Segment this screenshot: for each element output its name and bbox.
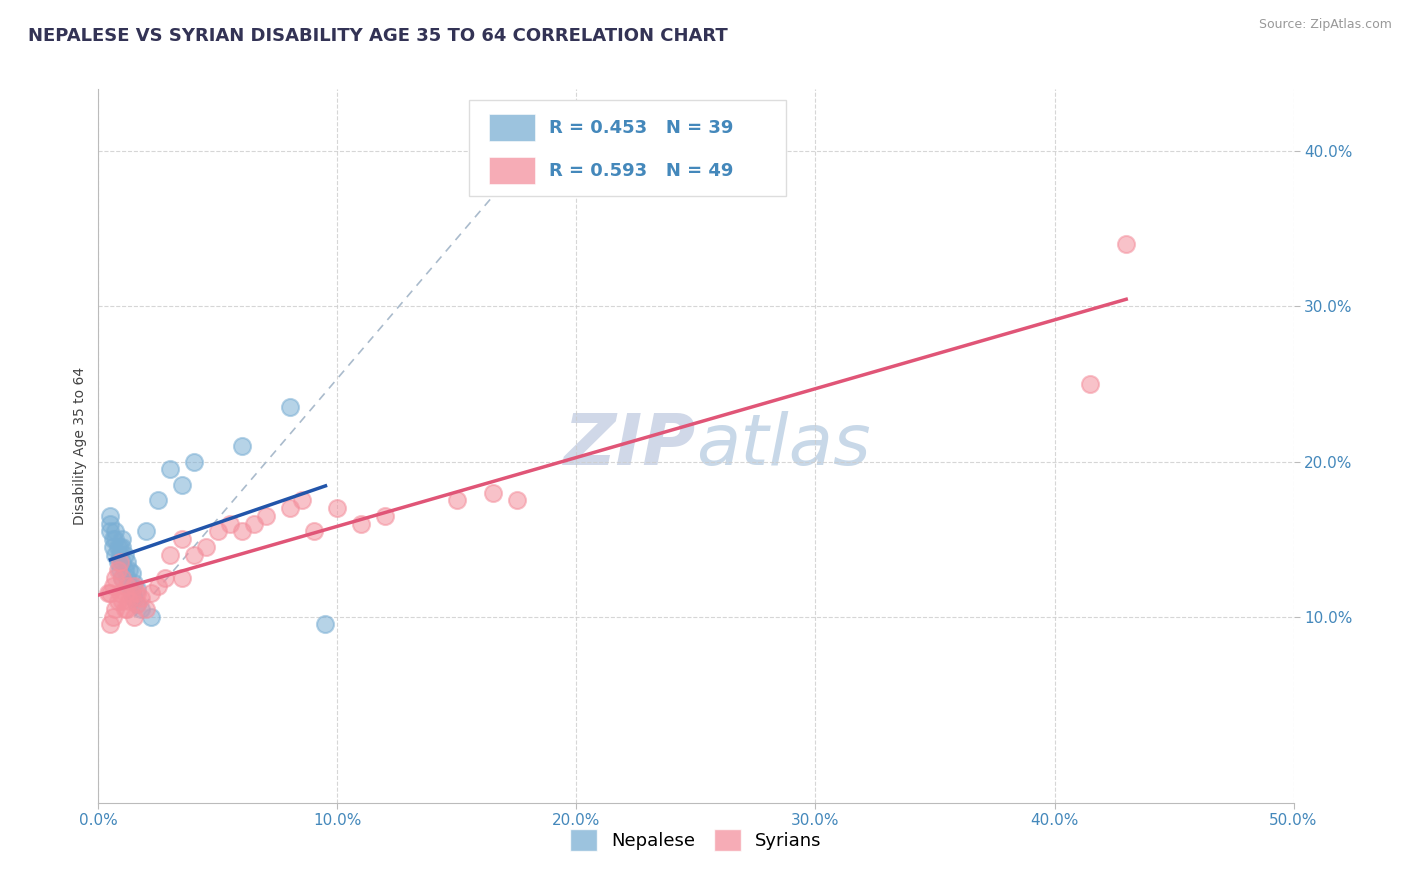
Point	[135, 602, 157, 616]
Point	[108, 555, 131, 569]
Point	[121, 566, 143, 581]
Point	[98, 617, 122, 632]
Point	[98, 508, 122, 523]
Legend: Nepalese, Syrians: Nepalese, Syrians	[562, 822, 830, 858]
Text: R = 0.453   N = 39: R = 0.453 N = 39	[548, 119, 734, 136]
Point	[125, 597, 148, 611]
Point	[104, 532, 127, 546]
Point	[1080, 376, 1102, 391]
Point	[219, 516, 242, 531]
Point	[111, 571, 134, 585]
Point	[104, 571, 127, 585]
Point	[159, 548, 181, 562]
Point	[195, 540, 218, 554]
Point	[125, 597, 148, 611]
Point	[107, 540, 129, 554]
Point	[124, 609, 146, 624]
Point	[139, 609, 162, 624]
Y-axis label: Disability Age 35 to 64: Disability Age 35 to 64	[73, 367, 87, 525]
Point	[118, 594, 141, 608]
Point	[104, 548, 127, 562]
Point	[111, 540, 134, 554]
FancyBboxPatch shape	[470, 100, 786, 196]
Point	[101, 579, 124, 593]
Point	[108, 540, 131, 554]
Point	[302, 524, 325, 539]
FancyBboxPatch shape	[489, 114, 534, 141]
Text: atlas: atlas	[696, 411, 870, 481]
Point	[115, 555, 138, 569]
Point	[111, 532, 134, 546]
Point	[231, 524, 253, 539]
Point	[481, 485, 505, 500]
Point	[108, 548, 131, 562]
Point	[111, 594, 134, 608]
Point	[104, 602, 127, 616]
Point	[118, 579, 141, 593]
Point	[114, 548, 136, 562]
Point	[124, 579, 146, 593]
Point	[135, 524, 157, 539]
Point	[207, 524, 229, 539]
Point	[131, 602, 153, 616]
Point	[278, 401, 301, 415]
Point	[125, 586, 148, 600]
Point	[108, 586, 131, 600]
Point	[446, 493, 468, 508]
FancyBboxPatch shape	[489, 157, 534, 184]
Point	[121, 586, 143, 600]
Point	[183, 548, 205, 562]
Point	[139, 586, 162, 600]
Point	[291, 493, 314, 508]
Text: R = 0.593   N = 49: R = 0.593 N = 49	[548, 161, 734, 179]
Point	[231, 439, 253, 453]
Point	[1115, 237, 1137, 252]
Point	[172, 571, 194, 585]
Point	[115, 571, 138, 585]
Point	[131, 591, 153, 605]
Point	[118, 563, 141, 577]
Point	[148, 579, 170, 593]
Point	[315, 617, 337, 632]
Point	[350, 516, 373, 531]
Point	[121, 586, 143, 600]
Point	[124, 575, 146, 590]
Point	[506, 493, 529, 508]
Point	[114, 602, 136, 616]
Point	[114, 586, 136, 600]
Text: ZIP: ZIP	[564, 411, 696, 481]
Point	[124, 591, 146, 605]
Point	[115, 602, 138, 616]
Point	[114, 563, 136, 577]
Point	[101, 540, 124, 554]
Point	[183, 454, 205, 468]
Point	[98, 586, 122, 600]
Point	[101, 532, 124, 546]
Text: NEPALESE VS SYRIAN DISABILITY AGE 35 TO 64 CORRELATION CHART: NEPALESE VS SYRIAN DISABILITY AGE 35 TO …	[28, 27, 728, 45]
Point	[159, 462, 181, 476]
Text: Source: ZipAtlas.com: Source: ZipAtlas.com	[1258, 18, 1392, 31]
Point	[104, 524, 127, 539]
Point	[97, 586, 120, 600]
Point	[111, 555, 134, 569]
Point	[108, 563, 131, 577]
Point	[115, 579, 138, 593]
Point	[172, 477, 194, 491]
Point	[107, 563, 129, 577]
Point	[374, 508, 396, 523]
Point	[243, 516, 266, 531]
Point	[98, 516, 122, 531]
Point	[148, 493, 170, 508]
Point	[111, 571, 134, 585]
Point	[107, 594, 129, 608]
Point	[98, 524, 122, 539]
Point	[278, 501, 301, 516]
Point	[326, 501, 349, 516]
Point	[107, 555, 129, 569]
Point	[101, 609, 124, 624]
Point	[172, 532, 194, 546]
Point	[125, 582, 148, 596]
Point	[155, 571, 177, 585]
Point	[254, 508, 277, 523]
